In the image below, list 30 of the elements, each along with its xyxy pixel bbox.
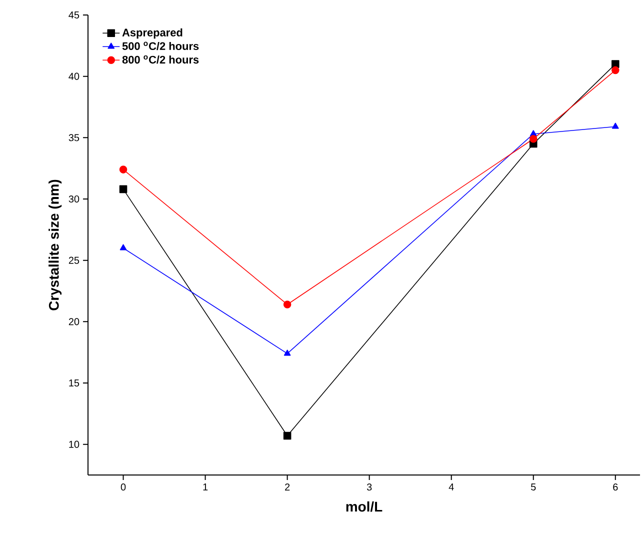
point xyxy=(283,432,292,440)
point xyxy=(529,135,538,143)
point xyxy=(120,244,127,250)
point xyxy=(283,300,292,308)
x-tick-label: 4 xyxy=(448,483,454,490)
x-axis-title: mol/L xyxy=(346,501,382,512)
point xyxy=(119,185,128,194)
x-tick-label: 6 xyxy=(613,484,618,491)
y-tick-label: 35 xyxy=(68,134,80,142)
point xyxy=(284,350,291,356)
x-tick-label: 2 xyxy=(285,484,290,490)
x-tick-label: 5 xyxy=(531,483,536,490)
x-tick-label: 3 xyxy=(366,484,372,491)
y-tick-label: 45 xyxy=(68,12,80,18)
point xyxy=(612,122,619,129)
y-tick-label: 10 xyxy=(69,440,80,448)
y-tick-label: 30 xyxy=(68,195,80,203)
legend-label: Asprepared xyxy=(122,28,182,39)
y-tick-label: 20 xyxy=(68,318,80,326)
y-tick-label: 15 xyxy=(69,380,80,386)
x-tick-label: 1 xyxy=(203,483,208,490)
point xyxy=(612,66,620,74)
y-tick-label: 40 xyxy=(68,72,80,80)
legend-label: 800 $^{o}$C/2 hours xyxy=(122,55,199,64)
point xyxy=(119,166,128,174)
y-axis-title: Crystallite size (nm) xyxy=(48,180,62,310)
legend-label: 500 $^{o}$C/2 hours xyxy=(122,42,199,50)
x-tick-label: 0 xyxy=(120,484,126,491)
point xyxy=(612,60,620,68)
y-tick-label: 25 xyxy=(68,256,80,264)
